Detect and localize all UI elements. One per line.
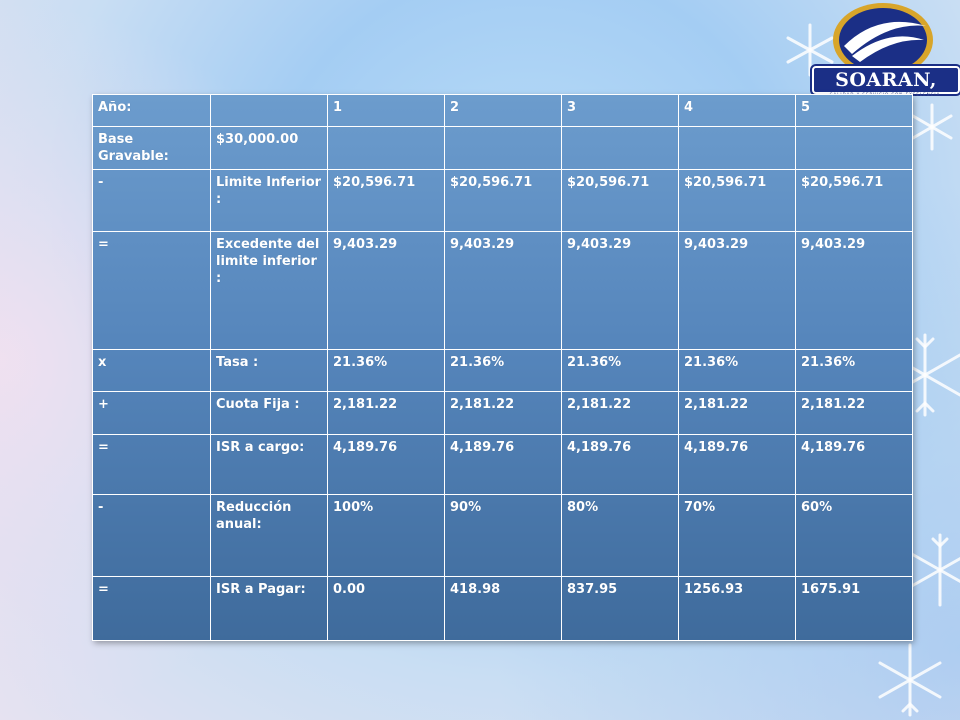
row-value: 2,181.22 [327, 391, 445, 435]
row-value: 418.98 [444, 576, 562, 641]
header-year: 4 [678, 94, 796, 127]
row-value: $20,596.71 [327, 169, 445, 232]
table-row: Base Gravable: $30,000.00 [92, 126, 913, 170]
row-operator: x [92, 349, 211, 392]
row-value: 4,189.76 [561, 434, 679, 495]
row-concept: Reducción anual: [210, 494, 328, 577]
row-concept: $30,000.00 [210, 126, 328, 170]
snowflake-icon [786, 23, 834, 77]
row-value [678, 126, 796, 170]
row-value [561, 126, 679, 170]
row-concept: ISR a cargo: [210, 434, 328, 495]
row-value: 9,403.29 [795, 231, 913, 350]
header-year: 5 [795, 94, 913, 127]
row-value: $20,596.71 [561, 169, 679, 232]
row-value: 90% [444, 494, 562, 577]
row-value: 4,189.76 [444, 434, 562, 495]
row-value: 21.36% [327, 349, 445, 392]
header-year: 3 [561, 94, 679, 127]
table-header-row: Año: 1 2 3 4 5 [92, 94, 913, 127]
table-row: - Reducción anual: 100% 90% 80% 70% 60% [92, 494, 913, 577]
row-operator: - [92, 494, 211, 577]
row-value: 21.36% [561, 349, 679, 392]
row-value: 9,403.29 [327, 231, 445, 350]
table-row: x Tasa : 21.36% 21.36% 21.36% 21.36% 21.… [92, 349, 913, 392]
row-value: 4,189.76 [327, 434, 445, 495]
row-concept: ISR a Pagar: [210, 576, 328, 641]
row-value: 21.36% [678, 349, 796, 392]
header-year: 2 [444, 94, 562, 127]
logo-wordmark: SOARAN, S.C. [812, 66, 960, 115]
row-value [795, 126, 913, 170]
row-value: 0.00 [327, 576, 445, 641]
row-value: 80% [561, 494, 679, 577]
row-value: 2,181.22 [444, 391, 562, 435]
row-operator: = [92, 576, 211, 641]
table-row: = ISR a Pagar: 0.00 418.98 837.95 1256.9… [92, 576, 913, 641]
snowflake-icon [908, 533, 960, 607]
row-value: $20,596.71 [795, 169, 913, 232]
row-concept: Excedente del limite inferior : [210, 231, 328, 350]
row-concept: Cuota Fija : [210, 391, 328, 435]
row-value: 9,403.29 [561, 231, 679, 350]
row-value: 70% [678, 494, 796, 577]
row-value: 100% [327, 494, 445, 577]
row-concept: Limite Inferior : [210, 169, 328, 232]
row-value: 1256.93 [678, 576, 796, 641]
row-value: 4,189.76 [678, 434, 796, 495]
header-year: 1 [327, 94, 445, 127]
header-blank [210, 94, 328, 127]
row-operator: = [92, 231, 211, 350]
table-row: + Cuota Fija : 2,181.22 2,181.22 2,181.2… [92, 391, 913, 435]
header-label: Año: [92, 94, 211, 127]
row-value: $20,596.71 [444, 169, 562, 232]
soaran-logo [833, 3, 933, 77]
row-value: 2,181.22 [678, 391, 796, 435]
row-value: 2,181.22 [795, 391, 913, 435]
row-value [444, 126, 562, 170]
row-value: $20,596.71 [678, 169, 796, 232]
row-value: 9,403.29 [678, 231, 796, 350]
row-value: 60% [795, 494, 913, 577]
row-value: 1675.91 [795, 576, 913, 641]
row-concept: Tasa : [210, 349, 328, 392]
row-operator: - [92, 169, 211, 232]
row-value: 21.36% [795, 349, 913, 392]
table-row: - Limite Inferior : $20,596.71 $20,596.7… [92, 169, 913, 232]
row-operator: = [92, 434, 211, 495]
row-value: 4,189.76 [795, 434, 913, 495]
table-row: = Excedente del limite inferior : 9,403.… [92, 231, 913, 350]
row-value: 837.95 [561, 576, 679, 641]
row-value: 9,403.29 [444, 231, 562, 350]
row-operator: + [92, 391, 211, 435]
isr-calculation-table: Año: 1 2 3 4 5 Base Gravable: $30,000.00… [92, 94, 913, 641]
snowflake-icon [878, 643, 942, 717]
row-value [327, 126, 445, 170]
row-value: 21.36% [444, 349, 562, 392]
row-value: 2,181.22 [561, 391, 679, 435]
isr-table-container: Año: 1 2 3 4 5 Base Gravable: $30,000.00… [92, 94, 913, 641]
table-row: = ISR a cargo: 4,189.76 4,189.76 4,189.7… [92, 434, 913, 495]
snowflake-icon [911, 103, 953, 151]
row-operator: Base Gravable: [92, 126, 211, 170]
